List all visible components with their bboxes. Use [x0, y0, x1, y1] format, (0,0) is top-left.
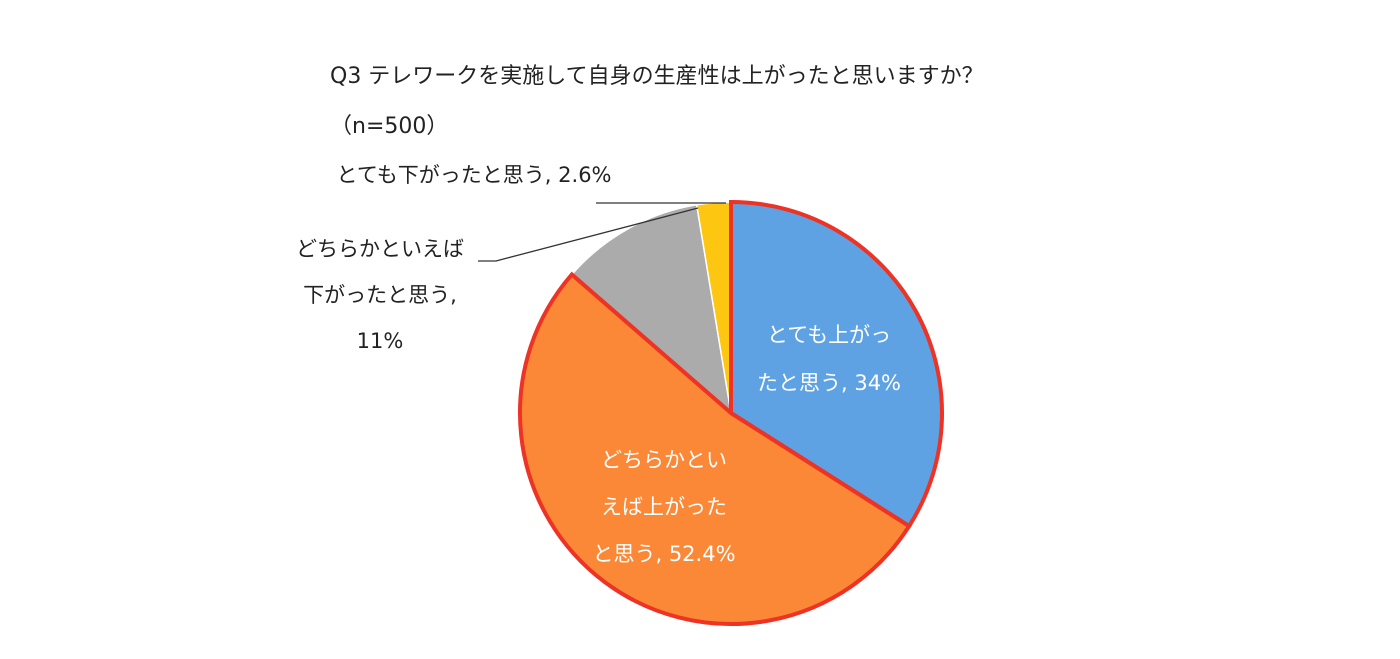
slice-label-2-line-1: どちらかとい [601, 448, 727, 472]
slice-label-4-line-1: とても下がったと思う, 2.6% [336, 163, 611, 187]
slice-label-3-line-1: どちらかといえば [296, 237, 464, 261]
pie-slice-3 [570, 203, 733, 415]
chart-title: Q3 テレワークを実施して自身の生産性は上がったと思いますか？ [330, 64, 984, 89]
slice-label-1-line-2: たと思う, 34% [757, 371, 901, 395]
leader-line-3 [478, 207, 699, 262]
chart-subtitle: （n=500） [330, 114, 449, 139]
slice-label-3-line-2: 下がったと思う, [303, 283, 457, 307]
pie-slice-1-highlight [729, 199, 944, 529]
pie-slice-2-highlight [518, 271, 912, 626]
slice-label-3-line-3: 11% [357, 329, 404, 353]
slice-label-2-line-3: と思う, 52.4% [592, 542, 735, 566]
slice-label-1-line-1: とても上がっ [767, 323, 891, 347]
slice-label-2-line-2: えば上がった [601, 495, 727, 519]
